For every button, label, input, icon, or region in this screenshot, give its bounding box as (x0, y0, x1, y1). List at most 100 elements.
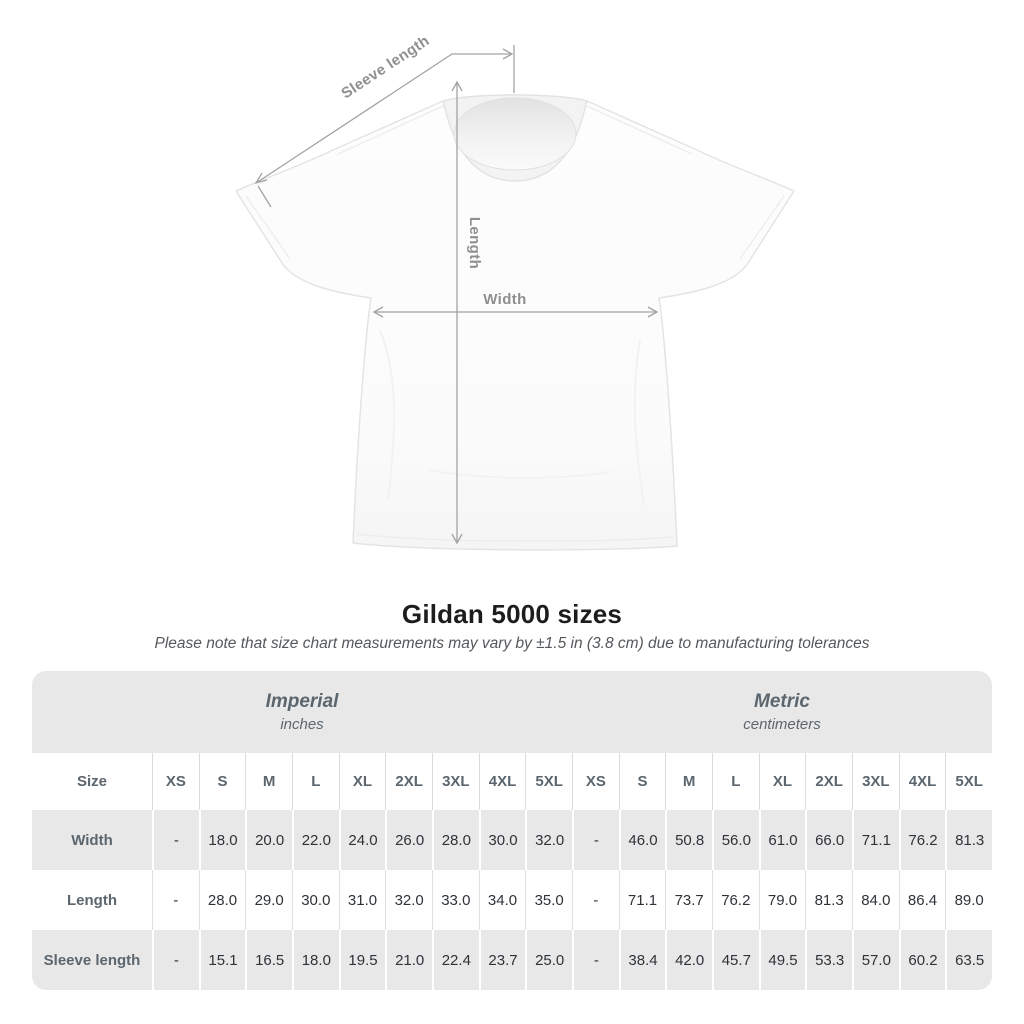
value-imperial-m: 16.5 (245, 930, 292, 990)
value-metric-l: 56.0 (712, 810, 759, 870)
tshirt-neck-opening (453, 97, 577, 171)
row-label: Sleeve length (43, 951, 141, 969)
value-imperial-3xl: 22.4 (432, 930, 479, 990)
value-metric-m: 42.0 (665, 930, 712, 990)
value-metric-2xl: 66.0 (805, 810, 852, 870)
table-row-sleeve-length: Sleeve length -15.1 16.5 18.0 19.5 21.0 22.4 23… (32, 930, 992, 990)
value-imperial-xl: 19.5 (338, 930, 386, 990)
value-metric-m: 50.8 (665, 810, 712, 870)
value-metric-xs: - (572, 870, 619, 930)
value-metric-s: 38.4 (618, 930, 666, 990)
value-metric-5xl: 89.0 (945, 870, 992, 930)
imperial-label: Imperial (265, 690, 339, 712)
value-metric-2xl: 53.3 (805, 930, 852, 990)
value-metric-5xl: 63.5 (945, 930, 992, 990)
value-metric-xl: 79.0 (758, 870, 806, 930)
value-imperial-xs: - (152, 810, 199, 870)
length-label: Length (466, 217, 483, 269)
sleeve-length-label: Sleeve length (338, 32, 432, 102)
size-header-metric-5xl: 5XL (945, 753, 992, 810)
value-imperial-4xl: 30.0 (478, 810, 526, 870)
value-metric-s: 71.1 (618, 870, 666, 930)
value-imperial-xl: 31.0 (338, 870, 386, 930)
sleeve-length-arrow (254, 45, 515, 208)
value-metric-xs: - (572, 810, 619, 870)
value-metric-xl: 49.5 (758, 930, 806, 990)
tshirt-diagram-svg: Sleeve length Length Width (235, 32, 795, 551)
size-header-metric-2xl: 2XL (805, 753, 852, 810)
value-metric-l: 45.7 (712, 930, 759, 990)
value-metric-xs: - (572, 930, 619, 990)
value-imperial-xs: - (152, 870, 199, 930)
size-header-imperial-4xl: 4XL (478, 753, 526, 810)
size-header-imperial-5xl: 5XL (525, 753, 572, 810)
imperial-group-header: Imperial inches (32, 671, 572, 753)
value-imperial-2xl: 26.0 (385, 810, 432, 870)
size-header-metric-s: S (618, 753, 666, 810)
size-header-row: Size XS S M L XL 2XL 3XL 4XL 5XL XS S M L XL 2XL 3XL 4XL 5… (32, 753, 992, 810)
size-table-body: Width -18.0 20.0 22.0 24.0 26.0 28.0 30.0 32.0-4… (32, 810, 992, 990)
value-imperial-l: 22.0 (292, 810, 339, 870)
size-header-imperial-2xl: 2XL (385, 753, 432, 810)
size-header-imperial-l: L (292, 753, 339, 810)
metric-unit-label: centimeters (743, 716, 821, 734)
value-metric-2xl: 81.3 (805, 870, 852, 930)
unit-group-header: Imperial inches Metric centimeters (32, 671, 992, 753)
value-imperial-s: 18.0 (198, 810, 246, 870)
size-header-imperial-3xl: 3XL (432, 753, 479, 810)
size-header-metric-3xl: 3XL (852, 753, 899, 810)
tolerance-note: Please note that size chart measurements… (154, 635, 870, 652)
value-imperial-l: 18.0 (292, 930, 339, 990)
width-arrow (372, 306, 659, 318)
value-imperial-5xl: 32.0 (525, 810, 572, 870)
value-imperial-4xl: 34.0 (478, 870, 526, 930)
value-imperial-3xl: 28.0 (432, 810, 479, 870)
size-header-imperial-xl: XL (338, 753, 386, 810)
value-metric-l: 76.2 (712, 870, 759, 930)
value-imperial-xl: 24.0 (338, 810, 386, 870)
tshirt-illustration (235, 94, 795, 551)
value-metric-3xl: 57.0 (852, 930, 899, 990)
value-imperial-m: 29.0 (245, 870, 292, 930)
value-metric-5xl: 81.3 (945, 810, 992, 870)
value-imperial-2xl: 32.0 (385, 870, 432, 930)
value-metric-3xl: 84.0 (852, 870, 899, 930)
size-table: Imperial inches Metric centimeters Size X… (32, 671, 992, 990)
value-imperial-l: 30.0 (292, 870, 339, 930)
table-row-length: Length -28.0 29.0 30.0 31.0 32.0 33.0 34.0 35.0-… (32, 870, 992, 930)
value-metric-4xl: 86.4 (898, 870, 946, 930)
value-metric-3xl: 71.1 (852, 810, 899, 870)
tshirt-measurement-diagram: Sleeve length Length Width (235, 32, 795, 551)
table-row-width: Width -18.0 20.0 22.0 24.0 26.0 28.0 30.0 32.0-4… (32, 810, 992, 870)
value-imperial-s: 15.1 (198, 930, 246, 990)
value-metric-xl: 61.0 (758, 810, 806, 870)
value-imperial-2xl: 21.0 (385, 930, 432, 990)
value-metric-s: 46.0 (618, 810, 666, 870)
imperial-unit-label: inches (280, 716, 324, 734)
size-header-metric-xs: XS (572, 753, 619, 810)
value-metric-4xl: 60.2 (898, 930, 946, 990)
tshirt-body (235, 94, 795, 551)
size-header-imperial-xs: XS (152, 753, 199, 810)
value-imperial-xs: - (152, 930, 199, 990)
value-metric-m: 73.7 (665, 870, 712, 930)
tshirt-wrinkles (379, 329, 645, 506)
page-title: Gildan 5000 sizes (401, 599, 623, 629)
value-imperial-3xl: 33.0 (432, 870, 479, 930)
measurement-arrows (254, 45, 659, 545)
row-label: Width (71, 831, 113, 849)
size-header-imperial-m: M (245, 753, 292, 810)
size-header-metric-l: L (712, 753, 759, 810)
size-header-metric-4xl: 4XL (898, 753, 946, 810)
tshirt-seams (245, 105, 785, 542)
value-imperial-s: 28.0 (198, 870, 246, 930)
size-header-metric-m: M (665, 753, 712, 810)
size-header-imperial-s: S (198, 753, 246, 810)
value-imperial-4xl: 23.7 (478, 930, 526, 990)
size-column-header: Size (76, 773, 107, 790)
metric-label: Metric (754, 690, 810, 712)
value-imperial-5xl: 35.0 (525, 870, 572, 930)
width-label: Width (483, 291, 527, 308)
value-imperial-5xl: 25.0 (525, 930, 572, 990)
